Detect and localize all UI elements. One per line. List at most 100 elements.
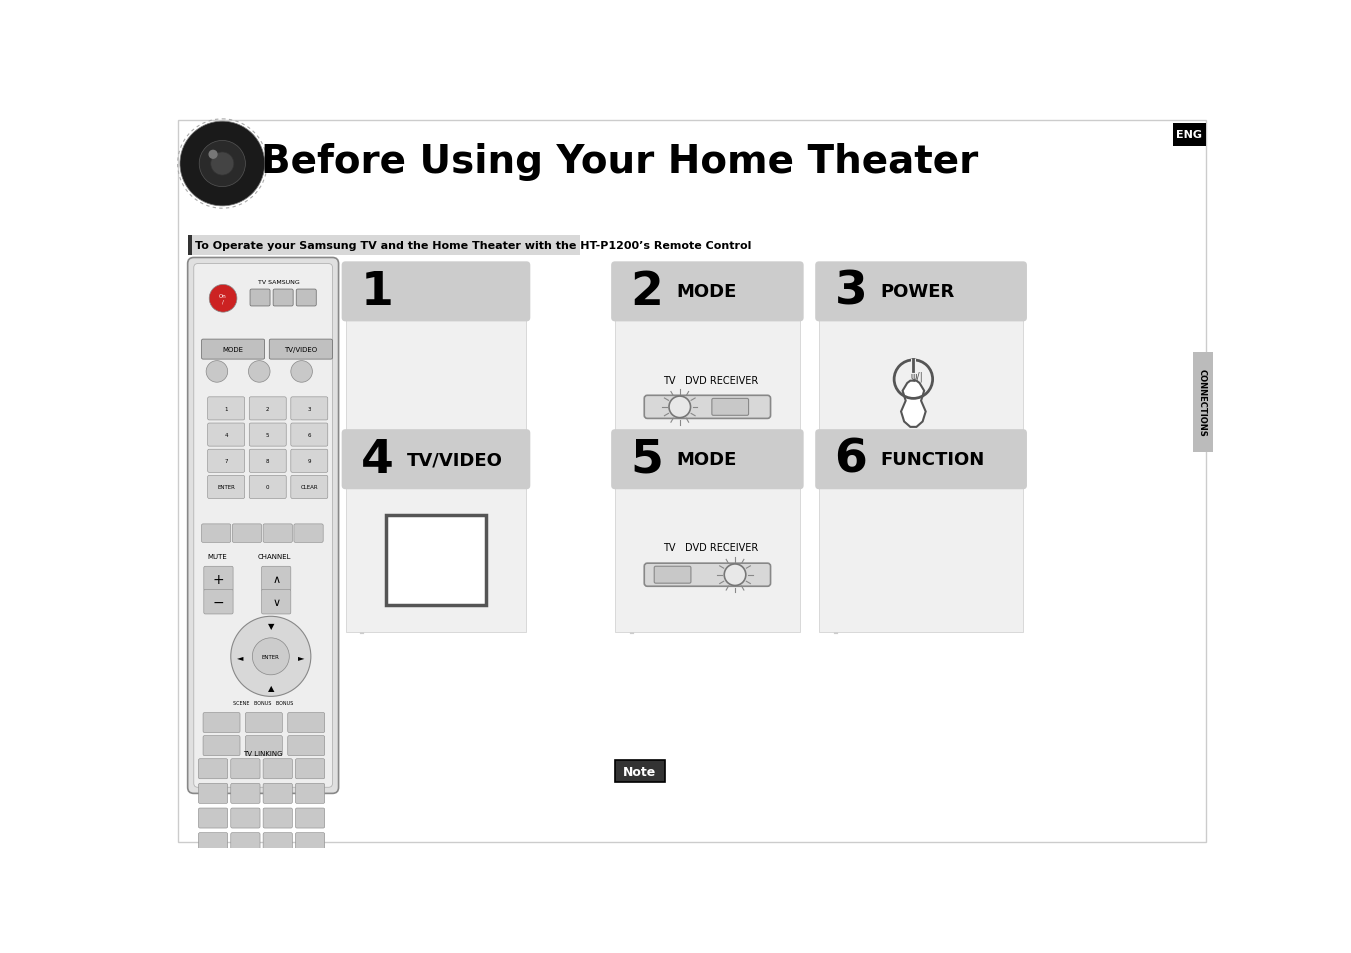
FancyBboxPatch shape [199,833,228,853]
FancyBboxPatch shape [342,262,531,322]
FancyBboxPatch shape [246,865,282,899]
FancyBboxPatch shape [615,760,665,782]
FancyBboxPatch shape [199,759,228,779]
FancyBboxPatch shape [263,833,292,853]
FancyBboxPatch shape [1193,353,1213,453]
FancyBboxPatch shape [288,713,324,733]
Text: ∨: ∨ [272,597,280,607]
FancyBboxPatch shape [386,516,486,606]
Text: 9: 9 [308,458,311,464]
FancyBboxPatch shape [188,258,339,794]
FancyBboxPatch shape [193,264,332,787]
FancyBboxPatch shape [231,759,259,779]
Text: 5: 5 [266,433,269,437]
Circle shape [209,285,236,313]
Circle shape [211,152,234,176]
FancyBboxPatch shape [296,833,324,853]
FancyBboxPatch shape [203,736,240,756]
Text: TV SAMSUNG: TV SAMSUNG [258,279,300,285]
FancyBboxPatch shape [346,486,527,632]
Text: 3: 3 [835,270,867,314]
Text: MUTE: MUTE [207,554,227,559]
Text: On
/: On / [219,294,227,304]
FancyBboxPatch shape [290,423,328,447]
FancyBboxPatch shape [208,450,245,473]
FancyBboxPatch shape [819,486,1023,632]
Text: 8: 8 [266,458,269,464]
Text: CLEAR: CLEAR [300,485,317,490]
Text: MODE: MODE [677,451,738,469]
Text: POWER: POWER [881,283,955,301]
FancyBboxPatch shape [199,783,228,803]
Text: FUNCTION: FUNCTION [881,451,985,469]
Text: TV LINKING: TV LINKING [243,750,282,756]
FancyBboxPatch shape [819,318,1023,464]
FancyBboxPatch shape [263,783,292,803]
FancyBboxPatch shape [204,567,234,591]
FancyBboxPatch shape [250,290,270,307]
FancyBboxPatch shape [296,290,316,307]
FancyBboxPatch shape [611,430,804,490]
Text: 2: 2 [631,270,663,314]
FancyBboxPatch shape [288,865,324,899]
Text: DVD RECEIVER: DVD RECEIVER [685,375,758,385]
Text: CONNECTIONS: CONNECTIONS [1198,369,1206,436]
FancyBboxPatch shape [178,120,1206,842]
Text: 6: 6 [835,437,867,482]
FancyBboxPatch shape [199,808,228,828]
Circle shape [199,141,246,188]
Text: 4: 4 [224,433,228,437]
Circle shape [208,151,218,160]
FancyBboxPatch shape [231,808,259,828]
Text: ∧: ∧ [272,574,280,584]
Circle shape [724,564,746,586]
FancyBboxPatch shape [290,450,328,473]
FancyBboxPatch shape [246,736,282,756]
Text: 5: 5 [631,437,663,482]
FancyBboxPatch shape [296,783,324,803]
FancyBboxPatch shape [232,524,262,543]
Text: TV/VIDEO: TV/VIDEO [284,347,317,353]
FancyBboxPatch shape [249,397,286,420]
Text: ▲: ▲ [267,683,274,692]
FancyBboxPatch shape [290,476,328,499]
FancyBboxPatch shape [249,450,286,473]
Text: −: − [212,595,224,609]
Text: ▼: ▼ [267,621,274,630]
Text: 2: 2 [266,407,269,412]
FancyBboxPatch shape [201,524,231,543]
Text: DVD RECEIVER: DVD RECEIVER [685,543,758,553]
Text: TV/VIDEO: TV/VIDEO [407,451,503,469]
FancyBboxPatch shape [231,833,259,853]
FancyBboxPatch shape [295,524,323,543]
Text: 6: 6 [308,433,311,437]
FancyBboxPatch shape [296,759,324,779]
FancyBboxPatch shape [263,524,292,543]
FancyBboxPatch shape [262,567,290,591]
Polygon shape [901,381,925,428]
FancyBboxPatch shape [611,262,804,322]
Text: Note: Note [623,764,657,778]
FancyBboxPatch shape [273,290,293,307]
FancyBboxPatch shape [231,783,259,803]
FancyBboxPatch shape [290,397,328,420]
FancyBboxPatch shape [346,318,527,464]
Text: 7: 7 [224,458,228,464]
FancyBboxPatch shape [712,399,748,416]
FancyBboxPatch shape [342,430,531,490]
Text: TV: TV [663,375,676,385]
Text: 1: 1 [361,270,393,314]
Text: MODE: MODE [223,347,243,353]
Text: ◄: ◄ [236,652,243,661]
Text: SCENE   BONUS   BONUS: SCENE BONUS BONUS [232,700,293,705]
Text: ψ/|: ψ/| [911,371,923,381]
FancyBboxPatch shape [654,567,690,583]
FancyBboxPatch shape [263,808,292,828]
Text: ENTER: ENTER [262,654,280,659]
Text: 1: 1 [224,407,228,412]
Text: +: + [212,572,224,586]
Text: ENG: ENG [1177,131,1202,140]
FancyBboxPatch shape [208,476,245,499]
Circle shape [249,361,270,383]
Text: 3: 3 [308,407,311,412]
